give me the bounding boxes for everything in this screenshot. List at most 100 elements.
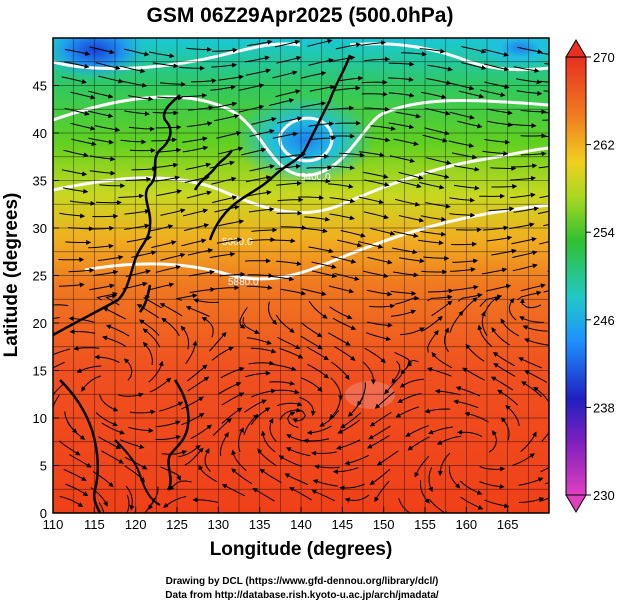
streamline xyxy=(537,210,549,215)
streamline xyxy=(311,261,337,270)
streamline xyxy=(163,496,187,508)
streamline xyxy=(97,255,124,261)
streamline xyxy=(244,55,270,63)
streamline xyxy=(449,212,476,218)
x-tick-label: 150 xyxy=(373,517,395,532)
cold-corner-nw xyxy=(53,38,150,80)
streamline xyxy=(151,240,177,249)
streamline xyxy=(187,376,210,392)
streamline xyxy=(302,227,328,234)
streamline xyxy=(272,70,298,79)
streamline xyxy=(483,48,509,57)
streamline xyxy=(89,46,115,55)
streamline xyxy=(267,301,277,325)
streamline xyxy=(360,40,387,46)
streamline xyxy=(512,263,538,272)
streamline xyxy=(452,284,479,291)
y-tick-label: 10 xyxy=(33,411,47,426)
streamline xyxy=(209,160,235,169)
streamline xyxy=(480,311,488,336)
streamline xyxy=(364,136,391,143)
streamline xyxy=(431,352,453,369)
streamline xyxy=(211,346,234,361)
y-tick-label: 30 xyxy=(33,221,47,236)
streamline xyxy=(212,417,232,437)
streamline xyxy=(277,401,303,407)
streamline xyxy=(488,206,515,212)
streamline xyxy=(126,494,130,513)
streamline xyxy=(62,187,89,194)
streamline xyxy=(361,79,388,85)
streamline xyxy=(245,370,271,378)
streamline xyxy=(479,481,505,489)
streamline xyxy=(186,47,213,53)
streamline xyxy=(388,76,414,82)
streamline xyxy=(514,66,540,73)
streamline xyxy=(426,78,452,86)
streamline xyxy=(152,62,179,69)
streamline xyxy=(420,230,447,237)
credit-line-1: Drawing by DCL (https://www.gfd-dennou.o… xyxy=(166,576,439,587)
streamline xyxy=(251,116,277,125)
streamline xyxy=(155,420,181,428)
streamline xyxy=(216,130,242,139)
streamline xyxy=(124,110,150,117)
streamline xyxy=(369,468,391,485)
x-tick-label: 110 xyxy=(43,517,64,532)
streamline xyxy=(105,293,120,306)
streamline xyxy=(388,61,415,67)
streamline xyxy=(310,135,337,141)
streamline xyxy=(329,165,355,171)
streamline xyxy=(221,407,243,424)
streamline xyxy=(518,357,542,369)
streamline xyxy=(337,419,360,434)
streamline xyxy=(391,360,401,384)
streamline xyxy=(101,422,125,435)
streamline xyxy=(461,46,487,54)
streamline xyxy=(251,227,278,233)
streamline xyxy=(98,436,122,449)
coastline xyxy=(208,54,352,241)
streamline xyxy=(81,375,101,392)
x-tick-label: 160 xyxy=(455,517,477,532)
streamline xyxy=(309,84,336,92)
streamline xyxy=(306,425,332,436)
streamline xyxy=(231,468,253,485)
streamline xyxy=(488,430,498,453)
colorbar-tick-label: 246 xyxy=(593,313,615,328)
streamline xyxy=(520,151,547,157)
streamline xyxy=(457,292,483,302)
streamline xyxy=(211,47,238,53)
streamline xyxy=(142,328,161,348)
y-axis-label: Latitude (degrees) xyxy=(1,193,22,358)
coastline xyxy=(193,149,234,191)
streamline xyxy=(298,195,325,201)
streamline xyxy=(245,68,272,76)
streamline xyxy=(248,360,275,366)
streamline xyxy=(481,267,508,275)
streamline xyxy=(329,213,355,221)
streamline xyxy=(319,409,340,427)
streamline xyxy=(339,152,365,158)
streamline xyxy=(277,197,304,203)
streamline xyxy=(287,411,299,428)
streamline xyxy=(64,49,91,56)
streamline xyxy=(332,467,359,475)
streamline xyxy=(88,137,114,145)
streamline xyxy=(485,283,512,292)
streamline xyxy=(241,147,267,156)
streamline xyxy=(87,110,114,119)
streamline xyxy=(209,251,236,259)
x-tick-label: 155 xyxy=(414,517,436,532)
streamline xyxy=(148,486,159,510)
streamline xyxy=(99,183,126,189)
streamline xyxy=(248,206,275,213)
x-tick-label: 130 xyxy=(207,517,229,532)
streamline xyxy=(136,304,159,319)
streamline xyxy=(390,309,417,317)
streamline xyxy=(101,450,124,464)
streamline xyxy=(53,382,66,396)
streamline xyxy=(370,125,396,131)
streamline xyxy=(186,121,213,128)
streamline xyxy=(63,468,87,482)
